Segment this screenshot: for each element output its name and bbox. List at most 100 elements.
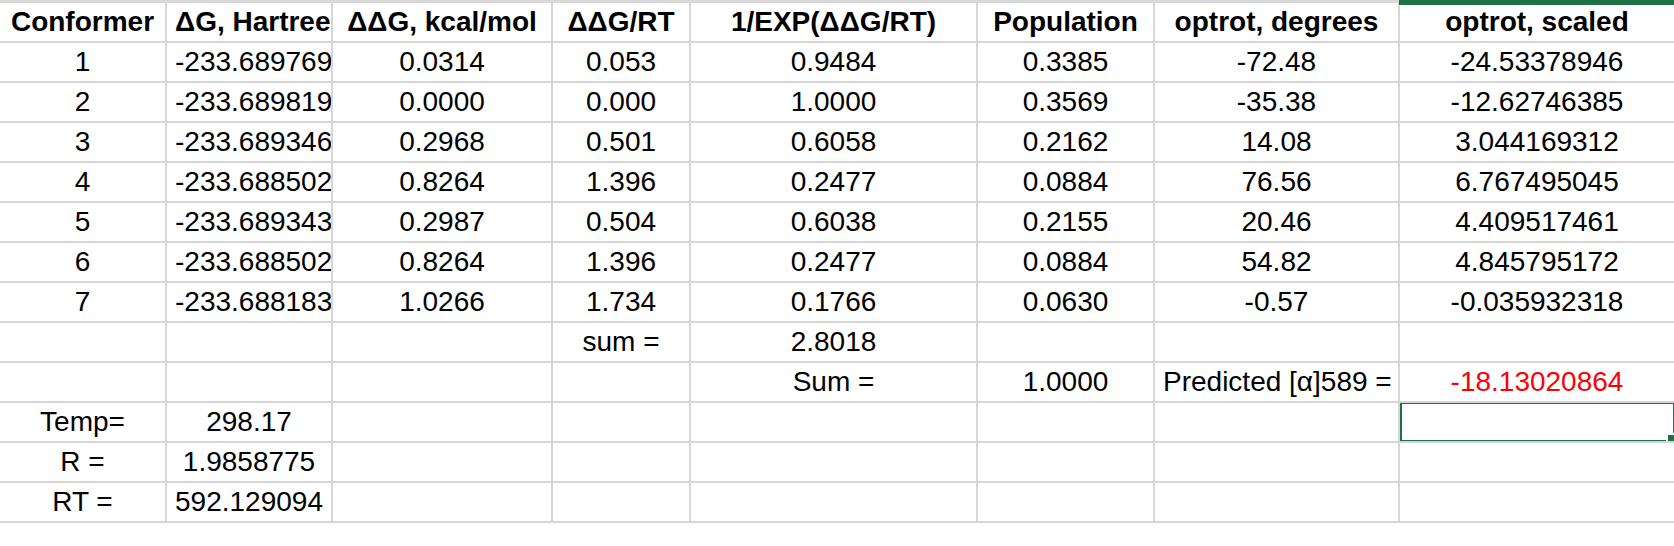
table-cell[interactable]: 0.0314 xyxy=(332,42,552,82)
table-cell[interactable]: 0.000 xyxy=(552,82,690,122)
table-cell[interactable]: 0.0630 xyxy=(977,282,1154,322)
table-cell[interactable]: 1.396 xyxy=(552,242,690,282)
table-cell[interactable]: -233.688183 xyxy=(166,282,332,322)
table-cell[interactable]: 6 xyxy=(0,242,166,282)
empty-cell[interactable] xyxy=(332,402,552,442)
header-cell-inv-exp[interactable]: 1/EXP(ΔΔG/RT) xyxy=(690,2,977,42)
table-cell[interactable]: 1.734 xyxy=(552,282,690,322)
table-cell[interactable]: 0.2987 xyxy=(332,202,552,242)
empty-cell[interactable] xyxy=(1154,322,1399,362)
rt-value-cell[interactable]: 592.129094 xyxy=(166,482,332,522)
table-cell[interactable]: 0.2477 xyxy=(690,162,977,202)
temp-value-cell[interactable]: 298.17 xyxy=(166,402,332,442)
population-total-cell[interactable]: 1.0000 xyxy=(977,362,1154,402)
table-cell[interactable]: 1.0000 xyxy=(690,82,977,122)
table-cell[interactable]: -233.689769 xyxy=(166,42,332,82)
empty-cell[interactable] xyxy=(1399,482,1674,522)
table-cell[interactable]: 0.6038 xyxy=(690,202,977,242)
empty-cell[interactable] xyxy=(166,322,332,362)
exp-sum-label-cell[interactable]: sum = xyxy=(552,322,690,362)
empty-cell[interactable] xyxy=(552,362,690,402)
predicted-value-cell[interactable]: -18.13020864 xyxy=(1399,362,1674,402)
table-cell[interactable]: 54.82 xyxy=(1154,242,1399,282)
table-cell[interactable]: 4 xyxy=(0,162,166,202)
table-cell[interactable]: 0.6058 xyxy=(690,122,977,162)
table-cell[interactable]: 0.053 xyxy=(552,42,690,82)
table-cell[interactable]: 6.767495045 xyxy=(1399,162,1674,202)
table-cell[interactable]: -233.689819 xyxy=(166,82,332,122)
table-cell[interactable]: 0.2155 xyxy=(977,202,1154,242)
table-cell[interactable]: 0.3385 xyxy=(977,42,1154,82)
table-cell[interactable]: 0.1766 xyxy=(690,282,977,322)
active-cell[interactable] xyxy=(1399,402,1674,442)
population-sum-label-cell[interactable]: Sum = xyxy=(690,362,977,402)
rt-label-cell[interactable]: RT = xyxy=(0,482,166,522)
table-cell[interactable]: 5 xyxy=(0,202,166,242)
table-cell[interactable]: -233.689343 xyxy=(166,202,332,242)
table-cell[interactable]: 14.08 xyxy=(1154,122,1399,162)
table-cell[interactable]: 0.0000 xyxy=(332,82,552,122)
empty-cell[interactable] xyxy=(332,482,552,522)
empty-cell[interactable] xyxy=(332,442,552,482)
table-cell[interactable]: -35.38 xyxy=(1154,82,1399,122)
empty-cell[interactable] xyxy=(977,482,1154,522)
header-cell-population[interactable]: Population xyxy=(977,2,1154,42)
table-cell[interactable]: 0.3569 xyxy=(977,82,1154,122)
empty-cell[interactable] xyxy=(552,482,690,522)
table-cell[interactable]: 1.0266 xyxy=(332,282,552,322)
table-cell[interactable]: 3 xyxy=(0,122,166,162)
table-cell[interactable]: 0.501 xyxy=(552,122,690,162)
empty-cell[interactable] xyxy=(690,482,977,522)
empty-cell[interactable] xyxy=(1154,402,1399,442)
header-cell-conformer[interactable]: Conformer xyxy=(0,2,166,42)
exp-sum-value-cell[interactable]: 2.8018 xyxy=(690,322,977,362)
empty-cell[interactable] xyxy=(1399,322,1674,362)
table-cell[interactable]: 0.2162 xyxy=(977,122,1154,162)
table-cell[interactable]: 0.2477 xyxy=(690,242,977,282)
empty-cell[interactable] xyxy=(552,442,690,482)
empty-cell[interactable] xyxy=(332,322,552,362)
fill-handle[interactable] xyxy=(1666,433,1674,442)
table-cell[interactable]: -233.688502 xyxy=(166,242,332,282)
header-cell-ddg-kcal[interactable]: ΔΔG, kcal/mol xyxy=(332,2,552,42)
table-cell[interactable]: -233.688502 xyxy=(166,162,332,202)
table-cell[interactable]: 0.8264 xyxy=(332,162,552,202)
empty-cell[interactable] xyxy=(1399,442,1674,482)
empty-cell[interactable] xyxy=(1154,442,1399,482)
table-cell[interactable]: 1.396 xyxy=(552,162,690,202)
empty-cell[interactable] xyxy=(0,362,166,402)
table-cell[interactable]: 0.0884 xyxy=(977,242,1154,282)
header-cell-ddg-rt[interactable]: ΔΔG/RT xyxy=(552,2,690,42)
table-cell[interactable]: 1 xyxy=(0,42,166,82)
empty-cell[interactable] xyxy=(690,402,977,442)
r-label-cell[interactable]: R = xyxy=(0,442,166,482)
empty-cell[interactable] xyxy=(166,362,332,402)
empty-cell[interactable] xyxy=(977,322,1154,362)
empty-cell[interactable] xyxy=(552,402,690,442)
table-cell[interactable]: 0.2968 xyxy=(332,122,552,162)
table-cell[interactable]: 0.8264 xyxy=(332,242,552,282)
table-cell[interactable]: -72.48 xyxy=(1154,42,1399,82)
empty-cell[interactable] xyxy=(977,402,1154,442)
table-cell[interactable]: -233.689346 xyxy=(166,122,332,162)
table-cell[interactable]: 0.0884 xyxy=(977,162,1154,202)
empty-cell[interactable] xyxy=(977,442,1154,482)
empty-cell[interactable] xyxy=(690,442,977,482)
empty-cell[interactable] xyxy=(332,362,552,402)
header-cell-optrot-degrees[interactable]: optrot, degrees xyxy=(1154,2,1399,42)
table-cell[interactable]: 3.044169312 xyxy=(1399,122,1674,162)
table-cell[interactable]: -24.53378946 xyxy=(1399,42,1674,82)
table-cell[interactable]: 0.9484 xyxy=(690,42,977,82)
header-cell-optrot-scaled[interactable]: optrot, scaled xyxy=(1399,2,1674,42)
table-cell[interactable]: 2 xyxy=(0,82,166,122)
table-cell[interactable]: 4.845795172 xyxy=(1399,242,1674,282)
r-value-cell[interactable]: 1.9858775 xyxy=(166,442,332,482)
table-cell[interactable]: 4.409517461 xyxy=(1399,202,1674,242)
temp-label-cell[interactable]: Temp= xyxy=(0,402,166,442)
table-cell[interactable]: 7 xyxy=(0,282,166,322)
table-cell[interactable]: 20.46 xyxy=(1154,202,1399,242)
empty-cell[interactable] xyxy=(0,322,166,362)
header-cell-dg-hartree[interactable]: ΔG, Hartree xyxy=(166,2,332,42)
table-cell[interactable]: 0.504 xyxy=(552,202,690,242)
table-cell[interactable]: -0.035932318 xyxy=(1399,282,1674,322)
